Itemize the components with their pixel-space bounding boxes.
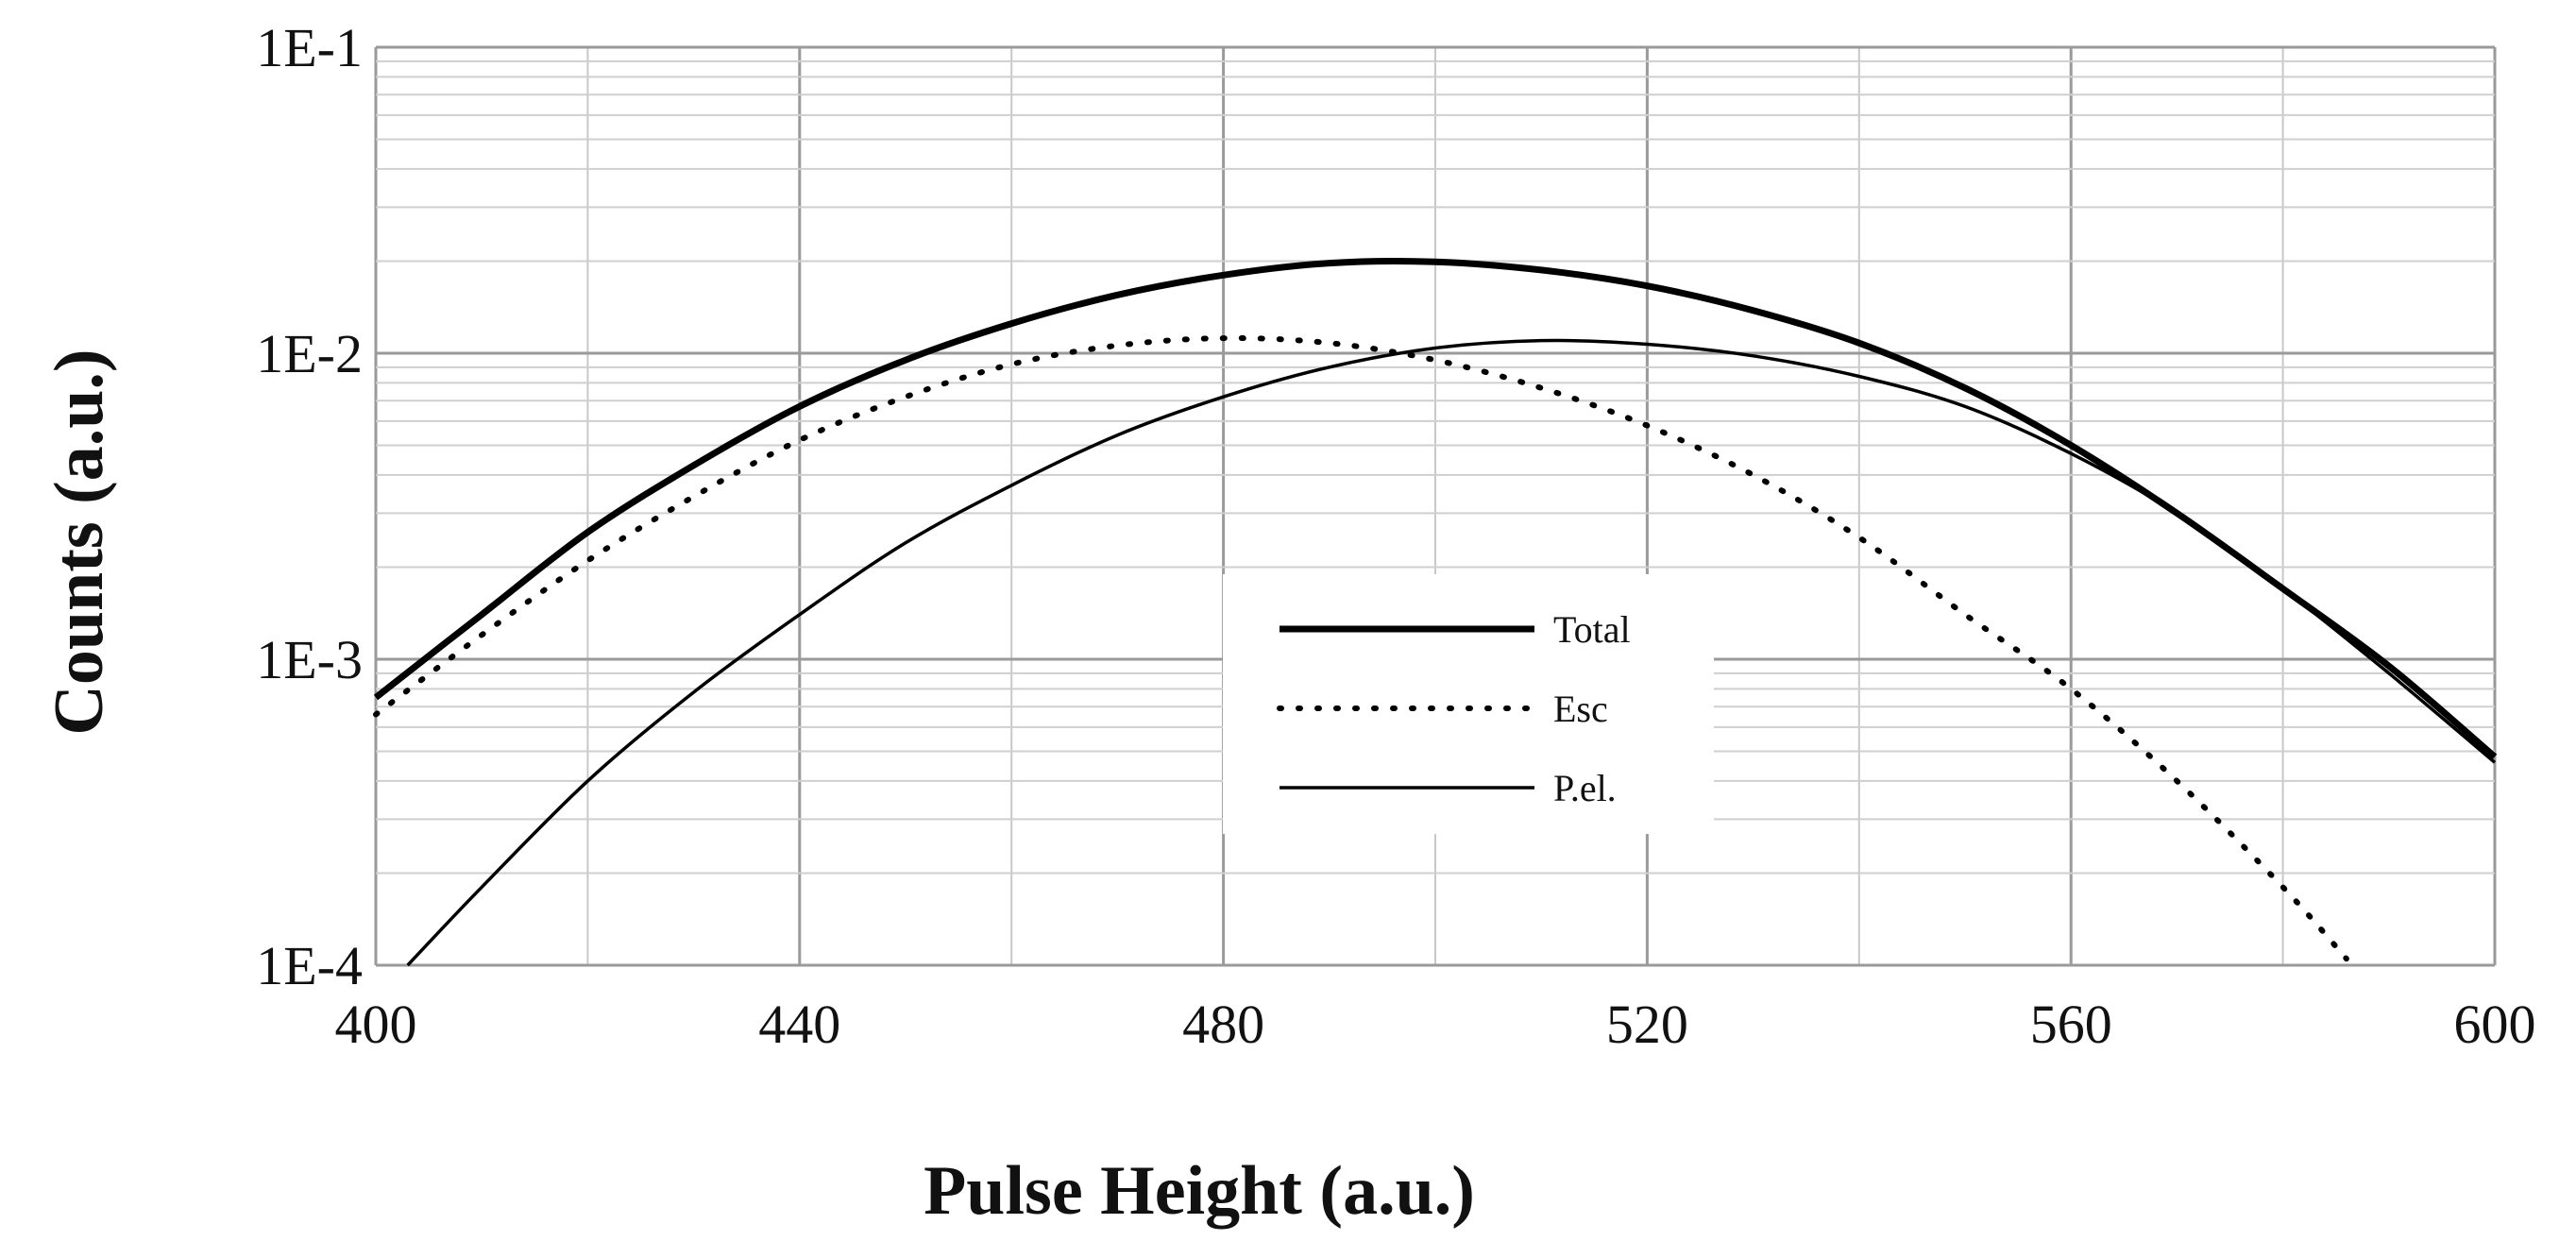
- legend: Total Esc P.el.: [1223, 574, 1714, 834]
- x-tick-label: 560: [2030, 994, 2112, 1055]
- y-tick-label: 1E-4: [256, 935, 363, 996]
- series-lines: [373, 257, 2498, 967]
- x-tick-label: 600: [2454, 994, 2536, 1055]
- y-tick-label: 1E-3: [256, 629, 363, 690]
- series-line-p-el: [406, 338, 2497, 967]
- y-axis-title: Counts (a.u.): [41, 348, 118, 735]
- x-tick-label: 520: [1606, 994, 1688, 1055]
- x-tick-label: 480: [1182, 994, 1264, 1055]
- x-tick-label: 400: [335, 994, 417, 1055]
- y-tick-label: 1E-1: [256, 17, 363, 78]
- y-tick-label: 1E-2: [256, 323, 363, 384]
- legend-label: P.el.: [1553, 767, 1617, 809]
- x-axis-title: Pulse Height (a.u.): [924, 1152, 1475, 1230]
- legend-box: [1223, 574, 1714, 834]
- legend-label: Total: [1553, 608, 1631, 651]
- legend-label: Esc: [1553, 688, 1608, 730]
- x-tick-label: 440: [758, 994, 840, 1055]
- axes: 400 440 480 520 560 600 1E-4 1E-3 1E-2 1E-1: [256, 17, 2535, 1055]
